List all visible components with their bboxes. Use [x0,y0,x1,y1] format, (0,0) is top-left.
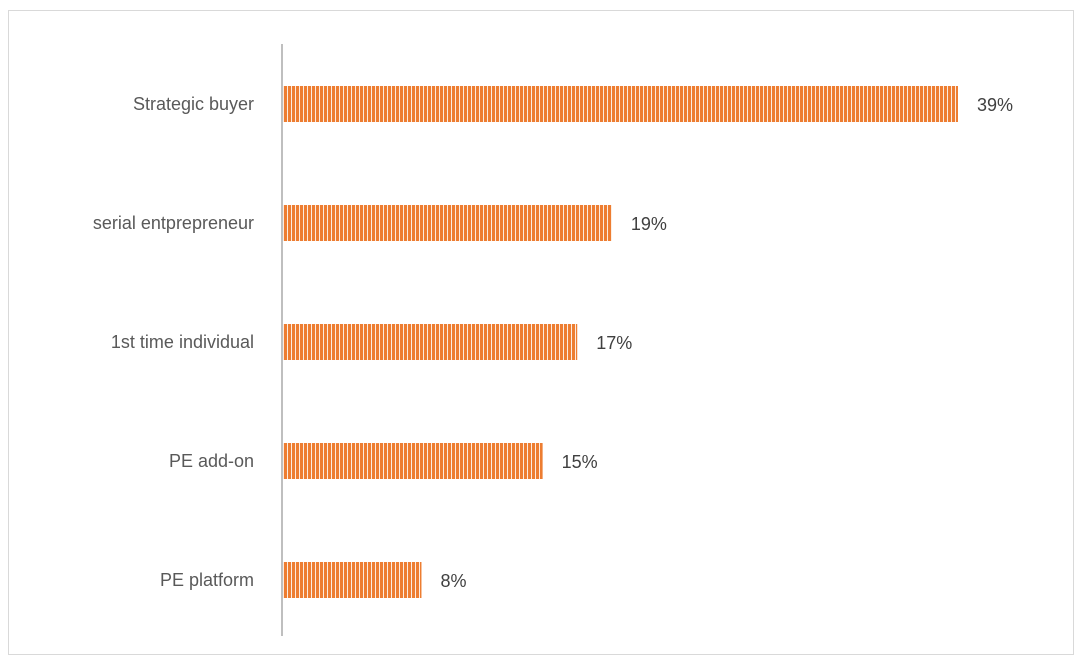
bar-strategic-buyer [283,86,958,122]
data-label: 19% [631,214,667,234]
bars-layer [283,86,958,598]
bar-pe-add-on [283,443,543,479]
data-label: 15% [562,452,598,472]
bar-serial-entprepreneur [283,205,612,241]
bar-pe-platform [283,562,422,598]
data-label: 8% [440,571,466,591]
bar-1st-time-individual [283,324,578,360]
category-label: 1st time individual [111,332,254,352]
category-label: Strategic buyer [133,94,254,114]
category-label: PE platform [160,570,254,590]
labels-layer: Strategic buyer 39% serial entprepreneur 19… [93,94,1013,591]
category-label: serial entprepreneur [93,213,254,233]
category-label: PE add-on [169,451,254,471]
data-label: 17% [596,333,632,353]
data-label: 39% [977,95,1013,115]
